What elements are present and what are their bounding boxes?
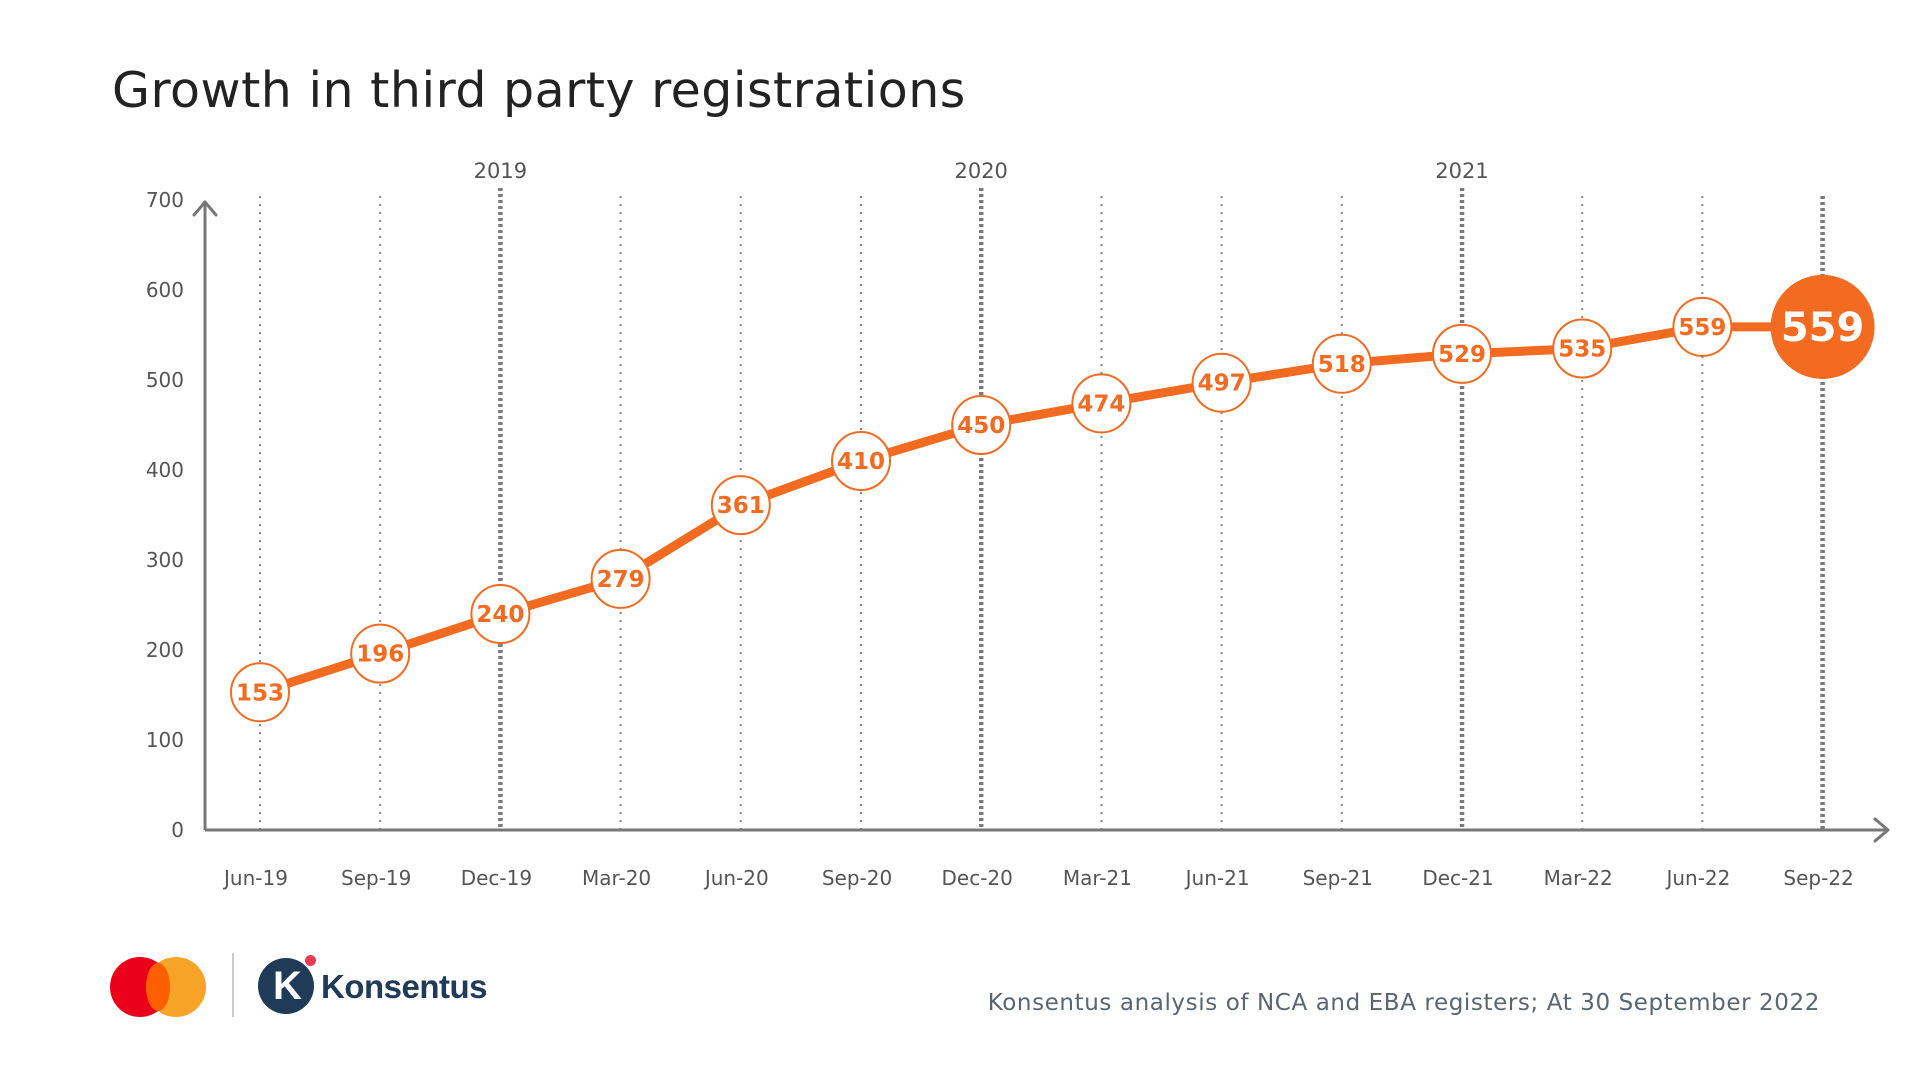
data-point-mar-22 <box>1552 318 1613 379</box>
data-label-sep-21: 518 <box>1318 352 1366 378</box>
source-note: Konsentus analysis of NCA and EBA regist… <box>987 990 1820 1016</box>
year-label-2019: 2019 <box>474 159 527 183</box>
y-tick-label-0: 0 <box>171 818 184 842</box>
data-label-jun-20: 361 <box>717 493 765 519</box>
data-label-sep-20: 410 <box>837 449 885 475</box>
data-point-sep-20 <box>831 431 891 491</box>
mastercard-logo <box>110 957 206 1017</box>
data-label-jun-22: 559 <box>1678 315 1726 341</box>
data-point-jun-21 <box>1191 352 1252 413</box>
x-tick-label-dec-21: Dec-21 <box>1422 866 1493 890</box>
chart-title: Growth in third party registrations <box>112 62 966 119</box>
x-tick-label-mar-21: Mar-21 <box>1063 866 1132 890</box>
data-label-sep-22: 559 <box>1781 305 1865 351</box>
konsentus-logo-icon: K <box>258 958 314 1014</box>
data-label-dec-21: 529 <box>1438 342 1486 368</box>
year-label-2020: 2020 <box>954 159 1007 183</box>
data-point-dec-20 <box>951 395 1012 455</box>
x-tick-label-sep-21: Sep-21 <box>1303 866 1373 890</box>
x-tick-label-mar-22: Mar-22 <box>1544 866 1613 890</box>
data-label-mar-20: 279 <box>597 567 645 593</box>
y-tick-label-100: 100 <box>146 728 184 752</box>
y-axis-arrow <box>192 200 218 217</box>
y-tick-label-500: 500 <box>146 368 184 392</box>
data-label-mar-22: 535 <box>1558 337 1606 363</box>
y-tick-label-700: 700 <box>146 188 184 212</box>
data-label-mar-21: 474 <box>1077 391 1125 417</box>
x-tick-label-sep-20: Sep-20 <box>822 866 892 890</box>
data-label-jun-21: 497 <box>1198 371 1246 397</box>
y-tick-label-200: 200 <box>146 638 184 662</box>
logo-divider <box>232 953 234 1017</box>
year-label-2021: 2021 <box>1435 159 1488 183</box>
data-label-dec-20: 450 <box>957 413 1005 439</box>
x-tick-label-jun-22: Jun-22 <box>1664 866 1730 890</box>
y-tick-label-600: 600 <box>146 278 184 302</box>
data-point-mar-21 <box>1071 373 1132 434</box>
data-point-mar-20 <box>590 548 651 609</box>
x-tick-label-jun-19: Jun-19 <box>222 866 288 890</box>
data-label-jun-19: 153 <box>236 680 284 706</box>
data-label-dec-19: 240 <box>476 602 524 628</box>
data-point-sep-22 <box>1770 274 1875 379</box>
data-point-dec-19 <box>470 584 531 644</box>
x-tick-label-dec-19: Dec-19 <box>461 866 532 890</box>
x-tick-label-sep-22: Sep-22 <box>1783 866 1853 890</box>
x-tick-label-dec-20: Dec-20 <box>942 866 1013 890</box>
y-tick-label-300: 300 <box>146 548 184 572</box>
data-point-dec-21 <box>1432 323 1492 384</box>
x-axis-arrow <box>1873 817 1890 843</box>
konsentus-logo-dot <box>305 955 316 966</box>
x-tick-label-jun-20: Jun-20 <box>703 866 769 890</box>
data-point-jun-20 <box>710 475 771 536</box>
x-tick-label-sep-19: Sep-19 <box>341 866 411 890</box>
data-point-sep-21 <box>1311 333 1372 394</box>
konsentus-logo-text: Konsentus <box>321 968 488 1005</box>
x-tick-label-mar-20: Mar-20 <box>582 866 651 890</box>
data-point-jun-19 <box>230 662 290 723</box>
data-point-jun-22 <box>1672 296 1733 357</box>
data-label-sep-19: 196 <box>356 642 404 668</box>
data-point-sep-19 <box>350 623 411 684</box>
y-tick-label-400: 400 <box>146 458 184 482</box>
x-tick-label-jun-21: Jun-21 <box>1184 866 1250 890</box>
